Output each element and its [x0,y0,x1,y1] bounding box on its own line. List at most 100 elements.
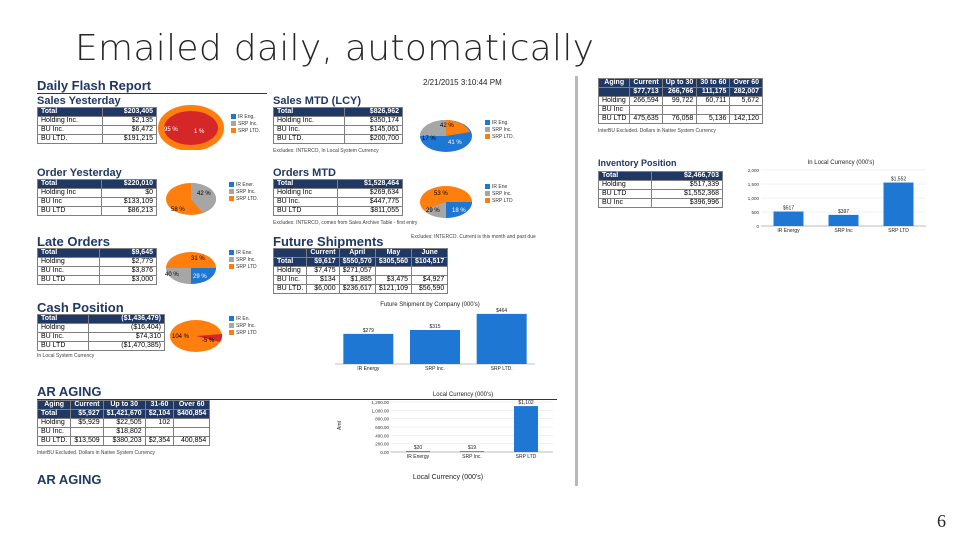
bar [883,182,914,226]
cash-position-title: Cash Position [37,300,124,315]
category-label: IR Energy [777,228,800,234]
category-label: IR Energy [357,366,380,372]
orders-mtd-legend: IR Ene SRP Inc. SRP LTD [485,184,513,205]
svg-text:42 %: 42 % [440,123,454,129]
orders-mtd-note: Excludes: INTERCO, comes from Sales Arch… [273,220,418,226]
svg-text:18 %: 18 % [452,208,466,214]
bar [773,211,804,226]
order-yesterday-title: Order Yesterday [37,167,122,179]
future-shipments-table: Current April May June Total $9,617 $550,570 $… [272,248,449,294]
bar [406,451,430,452]
y-tick-label: 0.00 [380,450,389,455]
y-tick-label: 600.00 [375,425,389,430]
orders-mtd-pie: 53 % 29 % 18 % [420,186,472,218]
category-label: SRP LTD [888,228,909,234]
svg-text:41 %: 41 % [448,140,462,146]
cash-position-pie: 104 % -5 % [170,320,223,352]
report-timestamp: 2/21/2015 3:10:44 PM [423,78,502,87]
data-label: $1,102 [518,400,534,406]
sales-mtd-pie: 42 % 17 % 41 % [420,120,472,152]
chart-title: Future Shipment by Company (000's) [380,302,480,308]
ar-local-currency-chart: Local Currency (000's) Amt 1,200.00 1,000… [337,392,553,460]
late-orders-legend: IR Ene. SRP Inc. SRP LTD [229,250,257,271]
chart-title: Local Currency (000's) [433,392,493,398]
sales-yesterday-table: Total $203,405 Holding Inc. $2,135 BU Inc.… [36,107,157,144]
y-tick-label: 1,500 [748,182,760,187]
y-tick-label: 1,000.00 [371,408,389,413]
inventory-title: Inventory Position [598,158,677,168]
svg-text:42 %: 42 % [197,191,211,197]
order-yesterday-legend: IR Ener. SRP Inc. SRP LTD. [229,182,258,203]
orders-mtd-table: Total $1,528,464 Holding Inc $269,634 BU I… [272,179,403,216]
inventory-chart: In Local Currency (000's) 2,000 1,500 1,00… [748,160,926,234]
future-shipments-note: Excludes: INTERCO. Current is this month… [411,234,536,240]
sales-mtd-title: Sales MTD (LCY) [273,95,362,107]
y-tick-label: 500 [751,210,759,215]
y-tick-label: 2,000 [748,168,760,173]
slide-title: Emailed daily, automatically [75,28,595,69]
data-label: $315 [429,324,440,330]
order-yesterday-table: Total $220,010 Holding Inc $0 BU Inc $133,1… [37,179,158,216]
y-tick-label: 0 [756,224,759,229]
right-aging-table: Aging Current Up to 30 30 to 60 Over 60 $77,… [597,78,764,124]
report-title: Daily Flash Report [37,78,267,94]
ar-aging-note: InterBU Excluded. Dollars in Native Syst… [37,450,155,456]
svg-text:104 %: 104 % [172,334,190,340]
ar-aging-bottom-title: AR AGING [37,472,102,486]
inventory-table: Total $2,466,703 Holding $517,339 BU LTD $1… [598,171,724,208]
late-orders-title: Late Orders [37,234,110,249]
sales-mtd-table: Total $826,962 Holding Inc. $350,174 BU In… [273,107,404,144]
svg-text:95 %: 95 % [164,127,178,133]
y-tick-label: 1,000 [748,196,760,201]
bar [410,329,460,364]
cash-position-note: In Local System Currency [37,353,95,359]
data-label: $279 [363,328,374,334]
svg-text:53 %: 53 % [434,191,448,197]
svg-text:29 %: 29 % [193,274,207,280]
svg-text:-5 %: -5 % [202,338,215,344]
report-screenshot-right: Aging Current Up to 30 30 to 60 Over 60 $77,… [586,76,960,241]
y-tick-label: 1,200.00 [371,400,389,405]
data-label: $517 [783,206,794,212]
data-label: $19 [468,445,477,451]
y-tick-label: 200.00 [375,442,389,447]
slide-number: 6 [937,511,946,531]
category-label: SRP LTD [516,454,537,460]
ar-aging-table: Aging Current Up to 30 31-60 Over 60 Total $5… [36,400,211,446]
sales-yesterday-pie: 95 % 1 % [158,105,224,150]
category-label: SRP Inc. [462,454,482,460]
right-aging-note: InterBU Excluded. Dollars in Native Syst… [598,128,716,134]
y-tick-label: 400.00 [375,433,389,438]
svg-text:58 %: 58 % [171,207,185,213]
svg-text:31 %: 31 % [191,256,205,262]
orders-mtd-title: Orders MTD [273,167,336,179]
late-orders-pie: 31 % 40 % 29 % [165,252,216,284]
chart-title: In Local Currency (000's) [808,160,875,166]
future-shipment-chart: Future Shipment by Company (000's) $279 I… [335,302,535,372]
y-tick-label: 800.00 [375,417,389,422]
data-label: $1,552 [891,177,907,183]
report-screenshot-left: Daily Flash Report 2/21/2015 3:10:44 PM … [33,76,578,486]
category-label: SRP Inc [834,228,853,234]
data-label: $464 [496,308,507,314]
sales-yesterday-legend: IR Eng. SRP Inc. SRP LTD. [231,114,260,135]
bottom-chart-title: Local Currency (000's) [412,474,484,481]
ar-aging-title: AR AGING [37,384,557,400]
svg-text:40 %: 40 % [165,272,179,278]
bar [460,451,484,452]
cash-position-legend: IR En. SRP Inc. SRP LTD [229,316,257,337]
bar [476,313,527,364]
future-shipments-title: Future Shipments [273,234,384,249]
order-yesterday-pie: 42 % 58 % [166,183,216,215]
svg-text:17 %: 17 % [422,136,436,142]
category-label: IR Energy [407,454,430,460]
data-label: $397 [838,209,849,215]
data-label: $20 [414,445,423,451]
sales-mtd-note: Excludes: INTERCO, In Local System Curre… [273,148,379,154]
bar [828,214,859,226]
chart-ylabel: Amt [337,421,343,431]
cash-position-table: Total ($1,436,479) Holding ($16,404) BU In… [36,314,165,351]
bar [343,333,394,364]
category-label: SRP Inc. [425,366,445,372]
svg-text:29 %: 29 % [426,208,440,214]
